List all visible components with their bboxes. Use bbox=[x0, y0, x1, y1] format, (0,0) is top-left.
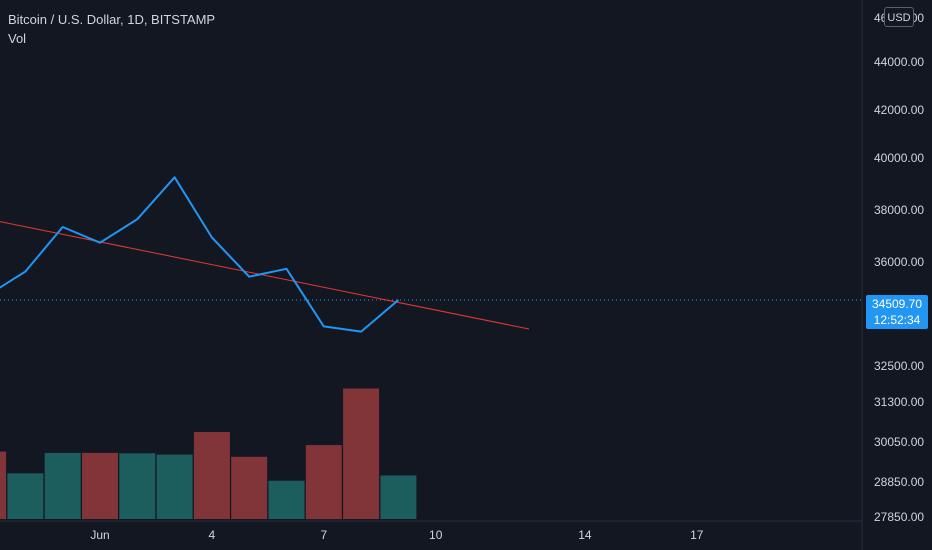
price-tick-label: 42000.00 bbox=[874, 103, 924, 117]
price-tick-label: 38000.00 bbox=[874, 203, 924, 217]
time-axis[interactable]: Jun4710141721 bbox=[0, 528, 704, 542]
volume-bar bbox=[380, 475, 417, 519]
current-price-value: 34509.70 bbox=[871, 297, 923, 311]
volume-tick-label: 28850.00 bbox=[874, 475, 924, 489]
price-line bbox=[0, 176, 400, 333]
volume-bar bbox=[156, 454, 193, 519]
volume-label[interactable]: Vol bbox=[8, 31, 27, 46]
symbol-title[interactable]: Bitcoin / U.S. Dollar, 1D, BITSTAMP bbox=[8, 12, 216, 27]
candle-countdown: 12:52:34 bbox=[873, 313, 921, 327]
price-tick-label: 44000.00 bbox=[874, 55, 924, 69]
volume-bar bbox=[193, 432, 230, 519]
volume-bar bbox=[268, 480, 305, 519]
volume-bar bbox=[343, 388, 380, 519]
time-tick-label: 10 bbox=[429, 528, 443, 542]
time-tick-label: 4 bbox=[209, 528, 216, 542]
current-price-tag: 34509.70 12:52:34 bbox=[866, 295, 928, 329]
chart-legend: Bitcoin / U.S. Dollar, 1D, BITSTAMP Vol bbox=[8, 10, 215, 48]
time-tick-label: 14 bbox=[578, 528, 592, 542]
volume-bar bbox=[82, 452, 118, 519]
volume-bar bbox=[231, 456, 268, 519]
price-tick-label: 36000.00 bbox=[874, 255, 924, 269]
volume-tick-label: 32500.00 bbox=[874, 359, 924, 373]
time-tick-label: Jun bbox=[90, 528, 109, 542]
time-tick-label: 7 bbox=[320, 528, 327, 542]
volume-bars bbox=[0, 388, 417, 520]
volume-tick-label: 27850.00 bbox=[874, 510, 924, 524]
price-tick-label: 40000.00 bbox=[874, 151, 924, 165]
volume-bar bbox=[44, 452, 81, 519]
time-tick-label: 17 bbox=[690, 528, 704, 542]
volume-bar bbox=[305, 445, 342, 520]
volume-tick-label: 31300.00 bbox=[874, 395, 924, 409]
volume-tick-label: 30050.00 bbox=[874, 435, 924, 449]
volume-bar bbox=[7, 473, 44, 519]
volume-bar bbox=[119, 453, 156, 519]
currency-badge[interactable]: USD bbox=[884, 7, 914, 27]
volume-bar bbox=[0, 451, 7, 519]
